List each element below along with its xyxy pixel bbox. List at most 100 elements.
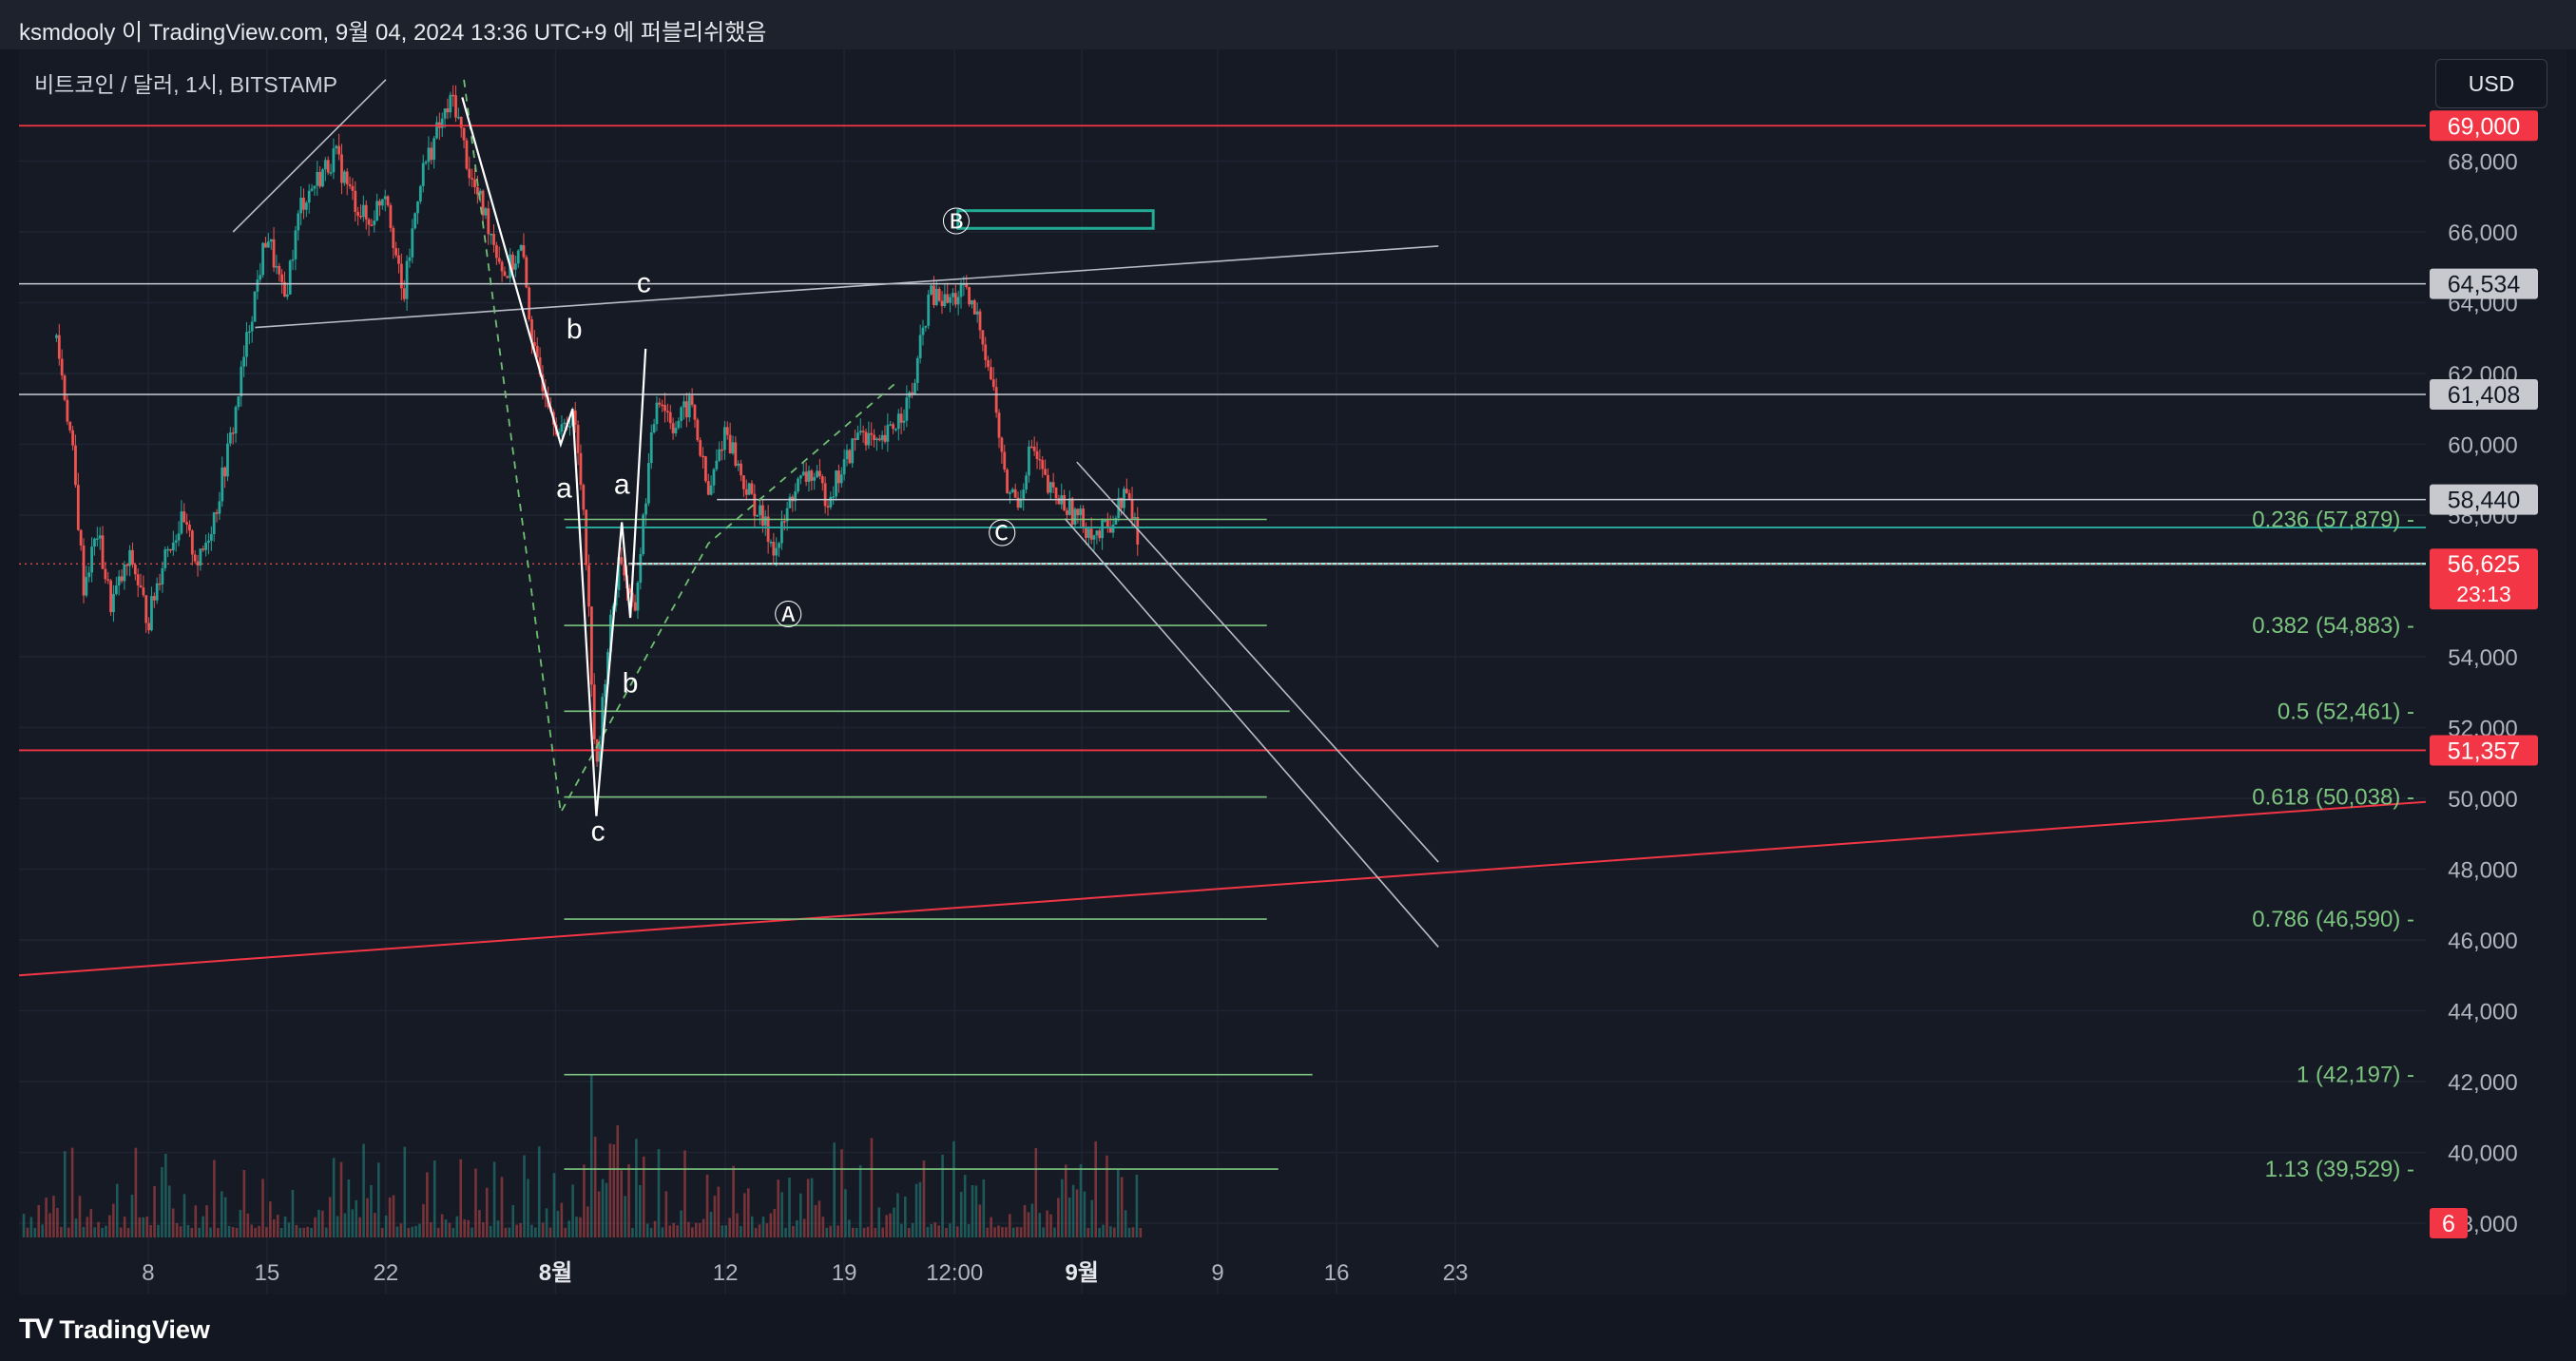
candle [646, 463, 650, 504]
volume-bar [209, 1227, 212, 1237]
candle [991, 379, 995, 388]
volume-bar [317, 1209, 320, 1237]
candle [873, 434, 875, 441]
volume-bar [676, 1225, 679, 1237]
candle [728, 434, 732, 454]
volume-bar [70, 1147, 74, 1237]
volume-bar [519, 1223, 522, 1237]
volume-bar [825, 1227, 829, 1237]
candle [740, 463, 742, 476]
volume-bar [653, 1220, 657, 1237]
candle [870, 432, 874, 435]
volume-bar [29, 1217, 33, 1237]
volume-bar [74, 1218, 78, 1237]
y-tick-label: 48,000 [2448, 858, 2517, 884]
volume-bar [904, 1197, 907, 1237]
price-tag [2430, 548, 2538, 610]
volume-bar [56, 1207, 59, 1237]
volume-bar [339, 1161, 343, 1237]
volume-bar [467, 1219, 470, 1237]
candle [397, 255, 400, 264]
y-tick-label: 54,000 [2448, 645, 2517, 671]
candle [682, 401, 685, 408]
tradingview-logo[interactable]: TV TradingView [19, 1313, 210, 1346]
volume-bar [1034, 1147, 1038, 1237]
price-tag [2430, 1208, 2468, 1238]
candle [671, 423, 675, 433]
volume-bar [246, 1213, 250, 1237]
candle [620, 557, 624, 565]
trendline-gray [232, 79, 387, 233]
volume-bar [986, 1227, 990, 1237]
volume-bar [1015, 1226, 1019, 1237]
candle [563, 422, 567, 425]
volume-bar [798, 1193, 802, 1237]
volume-bar [889, 1213, 892, 1237]
candle [503, 271, 507, 277]
candle [202, 548, 205, 550]
volume-bar [1098, 1227, 1101, 1237]
candle [98, 535, 102, 539]
candle [766, 516, 770, 543]
y-tick-label: 46,000 [2448, 929, 2517, 954]
volume-bar [900, 1223, 903, 1237]
volume-bar [971, 1185, 974, 1237]
candle [468, 168, 471, 179]
fib-label: 1.13 (39,529) - [2265, 1157, 2414, 1182]
volume-bar [941, 1154, 944, 1237]
volume-bar [612, 1143, 616, 1237]
candle [430, 147, 433, 161]
candle [794, 490, 798, 502]
candle [231, 432, 235, 434]
volume-bar [978, 1204, 982, 1237]
volume-bar [1038, 1213, 1042, 1237]
candle [183, 511, 186, 523]
candle [930, 285, 932, 295]
candle [568, 426, 571, 428]
candle [820, 476, 824, 484]
volume-bar [414, 1225, 417, 1237]
candle [861, 431, 865, 432]
candle [968, 287, 971, 305]
candle [1041, 460, 1045, 470]
candle [644, 503, 647, 515]
volume-bar [848, 1219, 851, 1237]
candle [212, 512, 216, 534]
volume-bar [552, 1173, 556, 1237]
volume-bar [376, 1162, 380, 1237]
volume-bar [814, 1204, 817, 1237]
volume-bar [242, 1170, 246, 1237]
candle [858, 431, 862, 433]
fib-label: 0.382 (54,883) - [2252, 613, 2414, 639]
candle [275, 265, 279, 268]
candle [886, 425, 890, 442]
candle [462, 127, 466, 141]
candle [1082, 508, 1086, 528]
x-tick-label: 8 [142, 1260, 154, 1286]
candle [761, 505, 764, 527]
candle [978, 311, 982, 331]
x-tick-label: 12 [713, 1260, 739, 1286]
volume-bar [833, 1142, 836, 1237]
price-tag-label: 58,440 [2448, 488, 2520, 514]
candle [361, 204, 365, 218]
volume-bar [885, 1215, 888, 1237]
volume-bar [717, 1186, 721, 1237]
candle [913, 382, 916, 395]
candle [283, 281, 286, 297]
candle [76, 485, 80, 530]
candle [829, 496, 833, 508]
volume-bar [167, 1185, 171, 1237]
volume-bar [347, 1179, 351, 1237]
candle [560, 424, 564, 432]
volume-bar [97, 1221, 100, 1237]
chart-panel[interactable] [19, 49, 2566, 1294]
candle [416, 201, 419, 214]
currency-button[interactable]: USD [2435, 59, 2547, 108]
candle [452, 94, 455, 97]
volume-bar [802, 1218, 806, 1237]
x-tick-label: 9 [1211, 1260, 1223, 1286]
volume-bar [642, 1156, 645, 1237]
volume-bar [105, 1225, 107, 1237]
